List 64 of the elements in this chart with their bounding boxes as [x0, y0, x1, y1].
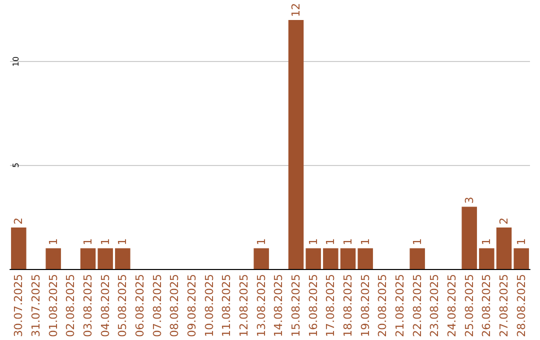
data-label: 1 — [98, 238, 112, 246]
data-label: 1 — [480, 238, 494, 246]
y-tick-label: 5 — [12, 162, 20, 168]
bar — [323, 248, 338, 270]
x-tick-label: 24.08.2025 — [446, 274, 458, 338]
data-label: 1 — [342, 238, 354, 246]
data-label: 2 — [12, 218, 26, 225]
x-tick-label: 06.08.2025 — [134, 274, 146, 338]
x-tick-label: 11.08.2025 — [220, 274, 234, 338]
x-tick-label: 19.08.2025 — [358, 274, 372, 338]
x-tick-label: 18.08.2025 — [342, 274, 354, 338]
x-tick-label: 08.08.2025 — [168, 274, 182, 338]
x-tick-label: 14.08.2025 — [272, 274, 286, 338]
y-tick-label: 10 — [12, 56, 20, 67]
data-label: 1 — [410, 238, 424, 246]
x-tick-label: 31.07.2025 — [30, 274, 42, 338]
x-tick-label: 01.08.2025 — [46, 274, 60, 338]
x-tick-label: 25.08.2025 — [462, 274, 476, 338]
x-tick-label: 21.08.2025 — [394, 274, 406, 338]
bar — [11, 228, 26, 270]
x-tick-label: 03.08.2025 — [82, 274, 94, 338]
data-label: 2 — [498, 218, 510, 225]
x-tick-label: 02.08.2025 — [64, 274, 78, 338]
x-tick-label: 23.08.2025 — [428, 274, 442, 338]
data-label: 3 — [462, 196, 476, 204]
x-tick-label: 12.08.2025 — [238, 274, 250, 338]
x-tick-label: 20.08.2025 — [376, 274, 390, 338]
data-label: 1 — [324, 238, 338, 246]
bar — [288, 20, 304, 270]
x-tick-label: 22.08.2025 — [410, 274, 424, 338]
data-label: 1 — [254, 238, 268, 246]
x-tick-label: 16.08.2025 — [306, 274, 320, 338]
x-tick-label: 26.08.2025 — [480, 274, 494, 338]
data-label: 1 — [46, 238, 60, 246]
x-tick-label: 17.08.2025 — [324, 274, 338, 338]
x-tick-label: 07.08.2025 — [150, 274, 164, 338]
x-tick-label: 05.08.2025 — [116, 274, 130, 338]
x-tick-label: 04.08.2025 — [98, 274, 112, 338]
x-tick-label: 09.08.2025 — [186, 274, 198, 338]
bar — [358, 248, 373, 270]
bar — [410, 248, 425, 270]
bar — [98, 248, 113, 270]
bar — [462, 206, 477, 270]
bar — [80, 248, 96, 270]
bar — [479, 248, 494, 270]
bar — [340, 248, 356, 270]
x-tick-label: 13.08.2025 — [254, 274, 268, 338]
bar — [514, 248, 529, 270]
x-tick-label: 15.08.2025 — [290, 274, 302, 338]
data-label: 1 — [116, 238, 130, 246]
x-tick-label: 27.08.2025 — [498, 274, 510, 338]
x-tick-label: 30.07.2025 — [12, 274, 26, 338]
data-label: 1 — [82, 238, 94, 246]
x-tick-label: 28.08.2025 — [514, 274, 528, 338]
bar — [46, 248, 61, 270]
data-label: 1 — [358, 238, 372, 246]
x-tick-label: 10.08.2025 — [202, 274, 216, 338]
data-label: 1 — [514, 238, 528, 246]
data-label: 1 — [306, 238, 320, 246]
bar — [254, 248, 269, 270]
data-label: 12 — [290, 3, 302, 17]
bar — [115, 248, 130, 270]
bar — [496, 228, 512, 270]
bar — [306, 248, 321, 270]
